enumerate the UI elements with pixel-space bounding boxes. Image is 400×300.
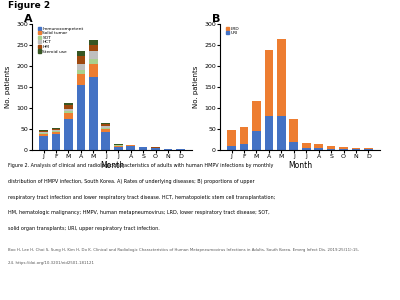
Bar bbox=[126, 146, 135, 150]
Bar bbox=[39, 131, 48, 132]
Bar bbox=[102, 123, 110, 124]
Bar bbox=[52, 132, 60, 134]
Bar bbox=[339, 147, 348, 149]
X-axis label: Month: Month bbox=[288, 160, 312, 169]
Bar bbox=[39, 134, 48, 136]
Bar bbox=[277, 39, 286, 116]
Bar bbox=[64, 106, 73, 109]
Legend: LRD, URI: LRD, URI bbox=[226, 26, 239, 36]
Bar bbox=[264, 116, 273, 150]
Bar bbox=[164, 149, 172, 150]
Bar bbox=[102, 132, 110, 150]
Bar bbox=[64, 111, 73, 113]
Text: Figure 2: Figure 2 bbox=[8, 2, 50, 10]
Bar bbox=[39, 132, 48, 133]
Y-axis label: No. patients: No. patients bbox=[192, 66, 198, 108]
Text: respiratory tract infection and lower respiratory tract disease. HCT, hematopoie: respiratory tract infection and lower re… bbox=[8, 195, 275, 200]
Bar bbox=[52, 130, 60, 131]
Bar bbox=[89, 59, 98, 64]
Bar bbox=[364, 148, 373, 149]
Bar bbox=[314, 148, 323, 150]
Bar bbox=[227, 130, 236, 146]
Bar bbox=[102, 124, 110, 126]
Bar bbox=[89, 40, 98, 45]
Text: solid organ transplants; URI, upper respiratory tract infection.: solid organ transplants; URI, upper resp… bbox=[8, 226, 160, 231]
Y-axis label: No. patients: No. patients bbox=[4, 66, 10, 108]
Text: A: A bbox=[24, 14, 33, 24]
Bar bbox=[252, 131, 261, 150]
Legend: Immunocompetent, Solid tumor, SOT, HCT, HM, Steroid use: Immunocompetent, Solid tumor, SOT, HCT, … bbox=[38, 26, 84, 54]
Bar bbox=[339, 149, 348, 150]
Bar bbox=[76, 56, 85, 64]
Bar bbox=[240, 144, 248, 150]
Bar bbox=[114, 147, 122, 150]
Bar bbox=[89, 64, 98, 76]
Bar bbox=[302, 148, 310, 150]
Bar bbox=[227, 146, 236, 150]
Bar bbox=[240, 127, 248, 144]
Bar bbox=[64, 118, 73, 150]
Bar bbox=[277, 116, 286, 150]
Text: distribution of HMPV infection, South Korea. A) Rates of underlying diseases; B): distribution of HMPV infection, South Ko… bbox=[8, 179, 255, 184]
Bar bbox=[114, 145, 122, 146]
Bar bbox=[290, 142, 298, 150]
Bar bbox=[39, 130, 48, 131]
Bar bbox=[76, 51, 85, 56]
Bar bbox=[364, 149, 373, 150]
Bar bbox=[352, 149, 360, 150]
Bar bbox=[76, 64, 85, 70]
Bar bbox=[89, 45, 98, 51]
Bar bbox=[352, 148, 360, 149]
Bar bbox=[252, 101, 261, 131]
Bar bbox=[302, 143, 310, 148]
Bar bbox=[64, 113, 73, 118]
Bar bbox=[102, 129, 110, 132]
X-axis label: Month: Month bbox=[100, 160, 124, 169]
Bar bbox=[52, 134, 60, 150]
Bar bbox=[39, 133, 48, 134]
Bar bbox=[314, 144, 323, 148]
Bar bbox=[64, 103, 73, 106]
Bar bbox=[89, 76, 98, 150]
Bar bbox=[52, 129, 60, 130]
Text: Figure 2. Analysis of clinical and radiologic characteristics of adults with hum: Figure 2. Analysis of clinical and radio… bbox=[8, 164, 273, 169]
Text: HM, hematologic malignancy; HMPV, human metapneumovirus; LRD, lower respiratory : HM, hematologic malignancy; HMPV, human … bbox=[8, 210, 270, 215]
Text: B: B bbox=[212, 14, 220, 24]
Bar bbox=[139, 147, 148, 150]
Bar bbox=[52, 128, 60, 129]
Bar bbox=[176, 149, 185, 150]
Text: Boo H, Lee H, Choi S, Sung H, Kim H, Do K. Clinical and Radiologic Characteristi: Boo H, Lee H, Choi S, Sung H, Kim H, Do … bbox=[8, 248, 359, 251]
Bar bbox=[102, 128, 110, 129]
Bar bbox=[64, 109, 73, 111]
Bar bbox=[76, 85, 85, 150]
Bar bbox=[290, 118, 298, 142]
Bar bbox=[52, 131, 60, 132]
Bar bbox=[102, 126, 110, 128]
Bar bbox=[327, 146, 336, 149]
Bar bbox=[114, 144, 122, 145]
Bar bbox=[114, 146, 122, 147]
Bar bbox=[89, 51, 98, 59]
Bar bbox=[76, 74, 85, 85]
Bar bbox=[327, 149, 336, 150]
Bar bbox=[76, 70, 85, 74]
Bar bbox=[126, 145, 135, 146]
Bar bbox=[39, 136, 48, 150]
Text: 24. https://doi.org/10.3201/eid2501.181121: 24. https://doi.org/10.3201/eid2501.1811… bbox=[8, 261, 94, 265]
Bar bbox=[151, 148, 160, 150]
Bar bbox=[264, 50, 273, 116]
